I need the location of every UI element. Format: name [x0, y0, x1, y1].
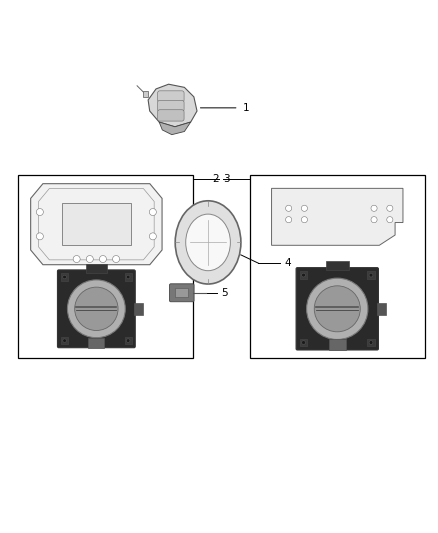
Text: 1: 1	[243, 103, 250, 113]
Circle shape	[301, 205, 307, 212]
Bar	[250, 174, 425, 359]
Circle shape	[113, 255, 120, 263]
FancyBboxPatch shape	[296, 268, 378, 350]
Bar	[329, 340, 346, 350]
Circle shape	[369, 273, 373, 277]
Circle shape	[302, 341, 305, 344]
Circle shape	[387, 205, 393, 212]
Circle shape	[75, 287, 118, 330]
Bar	[61, 273, 68, 281]
Circle shape	[36, 208, 43, 215]
Bar	[85, 264, 107, 273]
Circle shape	[314, 286, 360, 332]
Circle shape	[302, 273, 305, 277]
Bar	[124, 273, 132, 281]
Circle shape	[36, 233, 43, 240]
Bar	[367, 271, 375, 279]
Ellipse shape	[186, 214, 230, 271]
Circle shape	[149, 208, 156, 215]
Text: 3: 3	[223, 174, 230, 184]
Ellipse shape	[175, 201, 241, 284]
Bar	[61, 337, 68, 344]
Text: 4: 4	[285, 258, 291, 268]
Circle shape	[371, 216, 377, 223]
Polygon shape	[159, 122, 191, 135]
Bar	[62, 203, 131, 245]
FancyBboxPatch shape	[158, 91, 184, 102]
Circle shape	[286, 205, 292, 212]
Circle shape	[387, 216, 393, 223]
Text: 5: 5	[221, 288, 228, 298]
Bar	[88, 338, 104, 348]
FancyBboxPatch shape	[158, 110, 184, 121]
Bar	[143, 91, 148, 97]
Circle shape	[301, 216, 307, 223]
FancyBboxPatch shape	[170, 284, 194, 302]
Circle shape	[86, 255, 93, 263]
Polygon shape	[272, 188, 403, 245]
Circle shape	[73, 255, 80, 263]
Bar	[300, 271, 307, 279]
Circle shape	[63, 275, 67, 279]
Bar	[300, 338, 307, 346]
Bar	[326, 261, 349, 270]
Bar	[367, 338, 375, 346]
Bar	[175, 288, 188, 297]
Bar	[124, 337, 132, 344]
Text: 2: 2	[212, 174, 219, 184]
FancyBboxPatch shape	[158, 100, 184, 111]
Circle shape	[149, 233, 156, 240]
Circle shape	[286, 216, 292, 223]
Circle shape	[369, 341, 373, 344]
Circle shape	[307, 278, 368, 340]
Circle shape	[67, 280, 125, 338]
Circle shape	[63, 339, 67, 342]
Circle shape	[126, 339, 130, 342]
Circle shape	[371, 205, 377, 212]
Polygon shape	[148, 84, 197, 127]
Bar	[18, 174, 193, 359]
Circle shape	[126, 275, 130, 279]
Bar	[377, 303, 386, 315]
Circle shape	[99, 255, 106, 263]
Bar	[134, 303, 143, 314]
Polygon shape	[31, 184, 162, 265]
FancyBboxPatch shape	[57, 270, 135, 348]
